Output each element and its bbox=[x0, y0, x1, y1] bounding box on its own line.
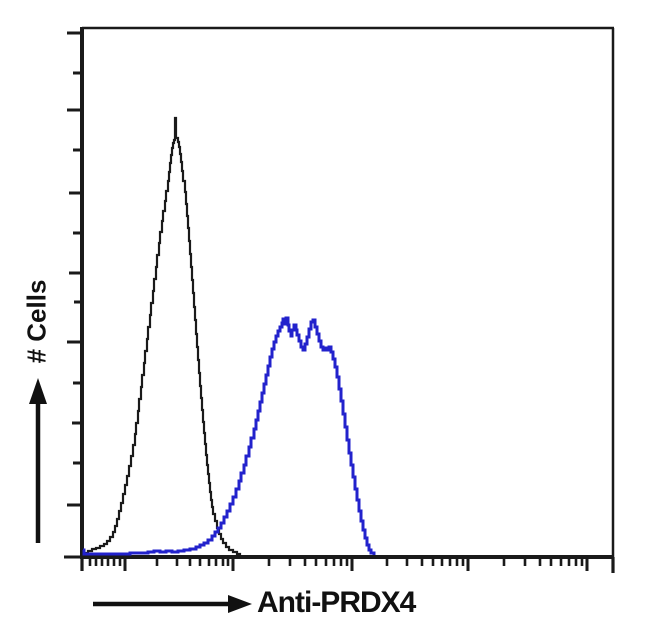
control-histogram-curve bbox=[84, 116, 242, 556]
up-arrow-icon bbox=[29, 378, 47, 543]
plot-frame bbox=[80, 26, 615, 559]
x-axis-label: Anti-PRDX4 bbox=[257, 586, 416, 619]
x-axis-ticks bbox=[80, 557, 615, 573]
right-arrow-icon bbox=[93, 595, 252, 613]
y-axis-label: # Cells bbox=[21, 279, 52, 364]
y-axis-ticks bbox=[64, 31, 83, 559]
stained-histogram-curve bbox=[82, 316, 376, 556]
